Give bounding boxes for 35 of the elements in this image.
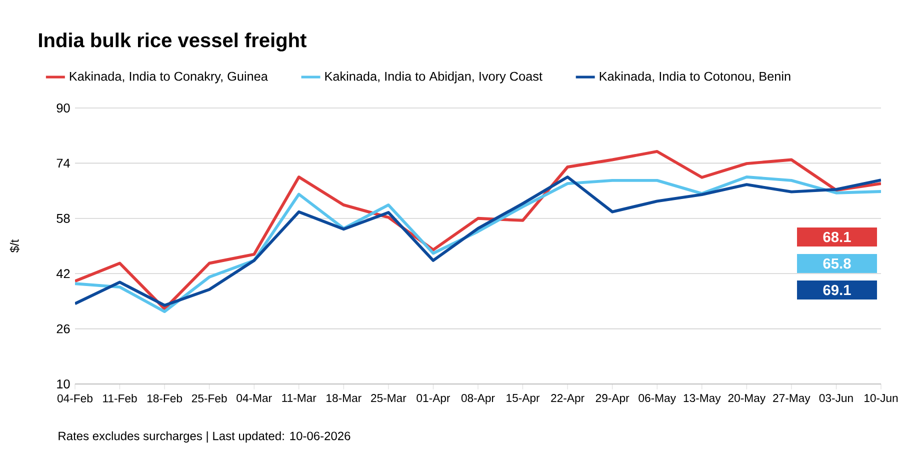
y-tick-label: 10: [57, 380, 70, 388]
x-tick-label: 27-May: [773, 394, 810, 404]
legend-label: Kakinada, India to Abidjan, Ivory Coast: [325, 72, 542, 84]
x-tick-label: 13-May: [684, 394, 721, 404]
x-tick-label: 03-Jun: [819, 394, 853, 402]
chart-title: India bulk rice vessel freight: [39, 32, 306, 52]
x-tick-label: 11-Feb: [103, 394, 137, 402]
x-tick-label: 25-Feb: [192, 394, 227, 402]
x-tick-label: 18-Mar: [326, 394, 362, 402]
text: Rates excludes surcharges | Last updated: 10-06-2026: [58, 431, 350, 443]
y-tick-label: 58: [56, 214, 70, 223]
y-axis-title: $/t: [10, 239, 20, 253]
x-tick-label: 06-May: [638, 394, 676, 404]
x-tick-label: 22-Apr: [551, 394, 584, 404]
x-tick-label: 15-Apr: [506, 394, 540, 404]
legend-label: Kakinada, India to Cotonou, Benin: [600, 72, 790, 82]
annotation: 68.1: [823, 232, 851, 242]
x-tick-label: 04-Feb: [57, 394, 92, 402]
annotation: 65.8: [823, 258, 851, 269]
x-tick-label: 10-Jun: [864, 394, 898, 402]
x-tick-label: 18-Feb: [147, 394, 182, 402]
annotation: 69.1: [823, 284, 851, 296]
y-tick-label: 74: [56, 158, 70, 168]
y-tick-label: 42: [56, 269, 70, 278]
x-tick-label: 29-Apr: [596, 394, 630, 404]
x-tick-label: 08-Apr: [461, 394, 495, 404]
x-tick-label: 25-Mar: [371, 394, 406, 402]
y-tick-label: 26: [56, 324, 70, 334]
legend-label: Kakinada, India to Conakry, Guinea: [70, 72, 268, 84]
x-tick-label: 04-Mar: [236, 394, 272, 402]
x-tick-label: 20-May: [728, 394, 766, 404]
y-tick-label: 90: [56, 104, 70, 112]
line-series: [75, 150, 882, 310]
x-tick-label: 11-Mar: [282, 394, 316, 402]
x-tick-label: 01-Apr: [416, 394, 450, 404]
